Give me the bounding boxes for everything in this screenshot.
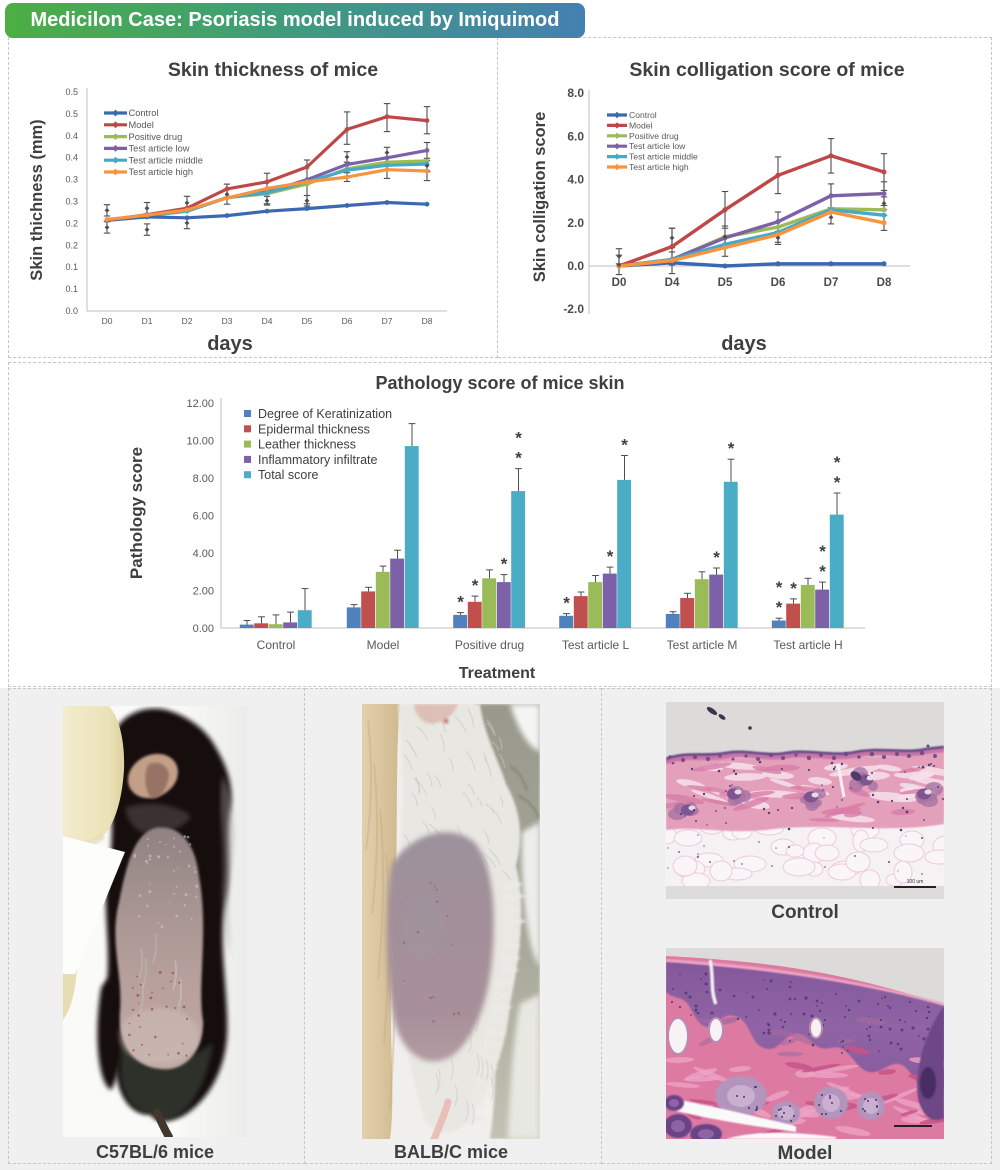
svg-text:Degree of Keratinization: Degree of Keratinization [258, 407, 392, 421]
svg-text:0.1: 0.1 [65, 284, 78, 294]
svg-text:Test article H: Test article H [773, 638, 842, 652]
svg-text:Test article low: Test article low [129, 144, 190, 154]
svg-text:D2: D2 [182, 316, 193, 326]
svg-text:0.3: 0.3 [65, 175, 78, 185]
svg-text:D4: D4 [262, 316, 273, 326]
svg-text:Model: Model [367, 638, 400, 652]
svg-text:4.00: 4.00 [193, 548, 214, 560]
svg-text:Pathology score of mice skin: Pathology score of mice skin [375, 373, 624, 393]
svg-text:D4: D4 [665, 277, 680, 289]
svg-text:Positive drug: Positive drug [129, 132, 183, 142]
svg-text:D0: D0 [612, 277, 627, 289]
svg-text:Treatment: Treatment [459, 665, 536, 682]
svg-text:Test article high: Test article high [129, 167, 194, 177]
svg-text:4.0: 4.0 [567, 173, 584, 187]
svg-text:Skin colligation score: Skin colligation score [531, 112, 549, 283]
svg-text:0.2: 0.2 [65, 240, 78, 250]
svg-text:D3: D3 [222, 316, 233, 326]
svg-text:D7: D7 [382, 316, 393, 326]
svg-text:D0: D0 [102, 316, 113, 326]
svg-text:8.0: 8.0 [567, 86, 584, 100]
svg-text:0.4: 0.4 [65, 153, 78, 163]
svg-text:0.5: 0.5 [65, 109, 78, 119]
svg-text:D8: D8 [422, 316, 433, 326]
svg-text:0.2: 0.2 [65, 218, 78, 228]
svg-text:*: * [457, 593, 464, 612]
svg-text:*: * [834, 473, 841, 492]
svg-text:0.5: 0.5 [65, 87, 78, 97]
svg-text:D5: D5 [718, 277, 733, 289]
svg-text:Epidermal thickness: Epidermal thickness [258, 422, 370, 436]
svg-text:Test article middle: Test article middle [129, 155, 203, 165]
svg-text:0.1: 0.1 [65, 262, 78, 272]
svg-text:*: * [515, 429, 522, 448]
svg-text:6.0: 6.0 [567, 129, 584, 143]
svg-text:*: * [515, 449, 522, 468]
svg-text:6.00: 6.00 [193, 511, 214, 523]
svg-text:0.3: 0.3 [65, 197, 78, 207]
svg-text:Test article high: Test article high [629, 162, 689, 172]
svg-text:*: * [728, 439, 735, 458]
svg-text:*: * [834, 453, 841, 472]
svg-text:Model: Model [129, 120, 154, 130]
svg-text:D1: D1 [142, 316, 153, 326]
svg-text:*: * [713, 548, 720, 567]
svg-text:8.00: 8.00 [193, 473, 214, 485]
svg-text:D6: D6 [342, 316, 353, 326]
svg-text:*: * [607, 547, 614, 566]
svg-text:100 um: 100 um [907, 879, 924, 885]
svg-text:Pathology score: Pathology score [127, 447, 146, 579]
svg-text:Test article low: Test article low [629, 141, 686, 151]
svg-text:0.0: 0.0 [65, 306, 78, 316]
svg-text:0.00: 0.00 [193, 623, 214, 635]
svg-text:D6: D6 [771, 277, 786, 289]
svg-text:Test article middle: Test article middle [629, 152, 698, 162]
svg-text:10.00: 10.00 [186, 436, 214, 448]
svg-text:D8: D8 [877, 277, 892, 289]
svg-text:Test article M: Test article M [667, 638, 738, 652]
svg-text:Skin thickness of mice: Skin thickness of mice [168, 59, 378, 81]
svg-text:0.4: 0.4 [65, 131, 78, 141]
svg-text:days: days [207, 333, 253, 355]
svg-text:*: * [621, 436, 628, 455]
svg-text:Positive drug: Positive drug [629, 131, 679, 141]
svg-text:*: * [790, 579, 797, 598]
svg-text:12.00: 12.00 [186, 398, 214, 410]
svg-text:*: * [776, 598, 783, 617]
svg-text:*: * [472, 576, 479, 595]
svg-text:Control: Control [129, 108, 159, 118]
svg-text:0.0: 0.0 [567, 259, 584, 273]
svg-text:*: * [501, 555, 508, 574]
svg-text:Total score: Total score [258, 468, 318, 482]
svg-text:*: * [819, 542, 826, 561]
svg-text:Control: Control [629, 110, 657, 120]
svg-text:*: * [563, 594, 570, 613]
svg-text:*: * [776, 578, 783, 597]
svg-text:-2.0: -2.0 [563, 302, 584, 316]
svg-text:Positive drug: Positive drug [455, 638, 524, 652]
svg-text:2.0: 2.0 [567, 216, 584, 230]
svg-text:days: days [721, 333, 767, 355]
svg-text:Control: Control [257, 638, 296, 652]
svg-text:Skin thichness (mm): Skin thichness (mm) [28, 119, 46, 280]
svg-text:D7: D7 [824, 277, 839, 289]
svg-text:2.00: 2.00 [193, 586, 214, 598]
svg-text:Test article L: Test article L [562, 638, 630, 652]
svg-text:Skin colligation score of mice: Skin colligation score of mice [629, 59, 904, 81]
svg-text:*: * [819, 562, 826, 581]
svg-text:Inflammatory infiltrate: Inflammatory infiltrate [258, 453, 378, 467]
svg-text:Model: Model [629, 120, 652, 130]
svg-text:D5: D5 [302, 316, 313, 326]
svg-text:Leather thickness: Leather thickness [258, 438, 356, 452]
